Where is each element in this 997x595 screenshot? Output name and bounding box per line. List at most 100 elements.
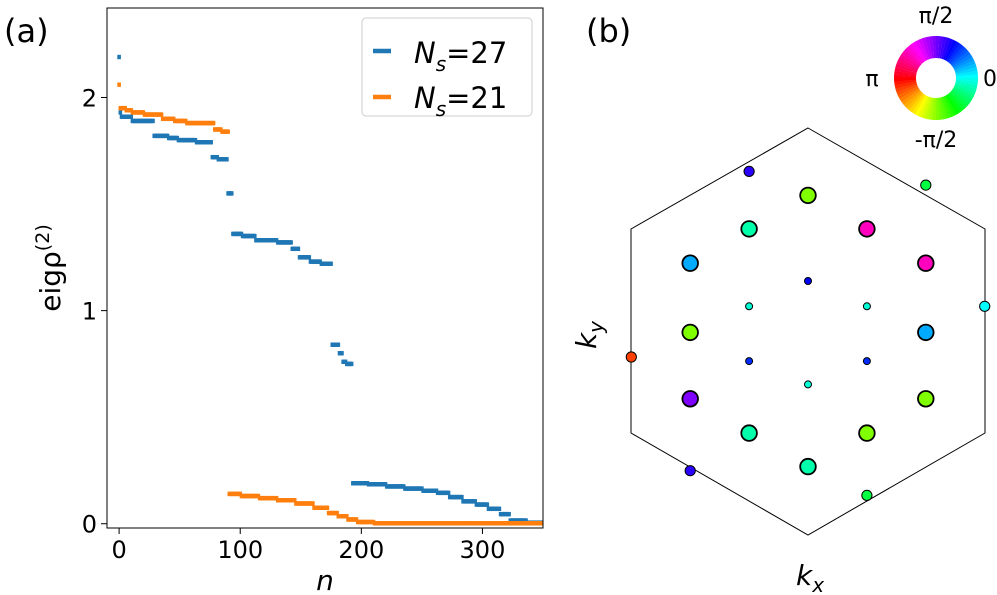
y-tick-label: 0 [82, 511, 97, 539]
colorwheel-segment [955, 77, 979, 82]
data-point [289, 240, 293, 245]
colorwheel-segment [947, 93, 964, 113]
panel-a-marks [117, 54, 543, 526]
data-point [118, 110, 123, 115]
colorwheel-segment [942, 96, 954, 118]
k-point-marker [745, 357, 754, 366]
colorwheel-segment [903, 90, 922, 108]
colorwheel-label-left: π [865, 67, 878, 92]
k-point-marker [684, 465, 696, 477]
colorwheel-segment [942, 38, 954, 60]
colorwheel-segment [935, 35, 940, 59]
colorwheel-segment [911, 41, 926, 62]
legend-label-ns21: Ns=21 [414, 81, 507, 121]
legend-label-ns21-main: N [414, 81, 436, 115]
data-point [229, 191, 234, 196]
series-ns21 [117, 82, 543, 526]
data-point [226, 129, 230, 134]
k-point-marker [917, 254, 935, 272]
colorwheel-segment [894, 78, 917, 82]
colorwheel-segment [946, 94, 961, 115]
k-point-marker [681, 323, 699, 342]
y-tick-label: 1 [82, 298, 97, 326]
x-tick-label: 0 [111, 536, 126, 564]
colorwheel-segment [911, 94, 927, 115]
data-point [349, 361, 354, 367]
colorwheel-segment [895, 83, 918, 93]
panel-a-legend: Ns=27 Ns=21 [361, 17, 533, 121]
k-point-marker [979, 300, 991, 312]
panel-a-y-ticks: 0 1 2 [82, 85, 107, 539]
colorwheel-segment [918, 96, 930, 118]
colorwheel-segment [901, 51, 921, 67]
k-point-marker [858, 220, 876, 238]
colorwheel-segment [954, 84, 976, 96]
colorwheel-segment [951, 50, 971, 67]
colorwheel-segment [906, 45, 924, 64]
k-point-marker [917, 390, 935, 408]
y-tick-label: 2 [82, 85, 97, 113]
panel-a-x-ticks: 0 100 200 300 [111, 528, 505, 564]
x-tick-label: 100 [217, 536, 263, 564]
data-point [129, 114, 134, 119]
colorwheel-segment [952, 87, 973, 103]
data-point [473, 499, 477, 504]
k-point-marker [804, 380, 812, 389]
colorwheel-segment [908, 43, 925, 63]
data-point [307, 255, 312, 260]
colorwheel-segment [955, 74, 978, 78]
colorwheel-segment [953, 86, 975, 99]
colorwheel-segment [897, 57, 919, 70]
series-ns27 [117, 54, 543, 525]
panel-a-ylabel-main: eigρ [34, 251, 67, 312]
colorwheel-segment [939, 36, 947, 59]
data-point [345, 514, 349, 519]
k-point-marker [625, 351, 637, 363]
data-point [292, 498, 297, 503]
colorwheel-segment [894, 79, 917, 86]
legend-label-ns27-sub: s [436, 52, 446, 76]
data-point [329, 261, 333, 266]
data-point [151, 118, 155, 124]
panel-a-xlabel: n [316, 564, 334, 595]
legend-label-ns27: Ns=27 [414, 36, 507, 76]
colorwheel-segment [901, 89, 921, 106]
colorwheel-segment [924, 36, 933, 59]
colorwheel-segment [944, 95, 958, 117]
data-point [340, 351, 344, 356]
data-point [159, 112, 164, 117]
colorwheel-segment [941, 37, 951, 60]
data-point [446, 490, 451, 496]
colorwheel-segment [932, 36, 936, 59]
panel-b-xlabel-sub: x [811, 573, 824, 595]
k-point-marker [681, 390, 699, 408]
data-point [336, 342, 341, 347]
data-point [485, 502, 490, 507]
data-point [335, 510, 339, 516]
k-point-marker [920, 179, 932, 191]
data-point [325, 505, 330, 510]
k-point-marker [858, 424, 876, 442]
k-point-marker [799, 457, 817, 476]
data-point [354, 517, 359, 522]
colorwheel-label-right: 0 [983, 67, 997, 92]
colorwheel-segment [899, 53, 920, 69]
colorwheel-segment [928, 36, 935, 59]
brillouin-zone-hexagon [630, 127, 986, 536]
colorwheel-segment [909, 93, 925, 113]
colorwheel-segment [953, 56, 975, 70]
colorwheel-segment [897, 86, 919, 100]
data-point [252, 233, 257, 239]
data-point [225, 157, 229, 162]
colorwheel-segment [893, 74, 917, 79]
panel-a-ylabel-sup: (2) [32, 224, 54, 251]
colorwheel-label-bottom: -π/2 [915, 128, 958, 153]
k-point-marker [743, 165, 755, 177]
panel-b-ylabel-sub: y [584, 320, 608, 334]
colorwheel-segment [948, 45, 966, 64]
colorwheel-segment [955, 70, 978, 77]
k-point-marker [804, 277, 812, 285]
colorwheel-segment [950, 48, 969, 66]
data-point [497, 506, 502, 512]
data-point [460, 494, 464, 500]
